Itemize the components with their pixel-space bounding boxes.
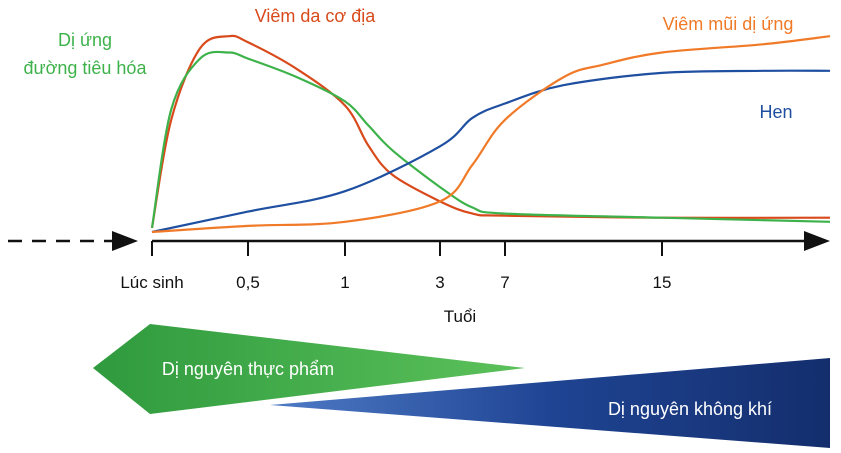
series-line-atopic-dermatitis <box>150 34 831 229</box>
airborne-allergen-label: Dị nguyên không khí <box>608 399 772 419</box>
series-label-atopic-dermatitis: Viêm da cơ địa <box>255 6 377 26</box>
series-line-asthma <box>151 69 831 234</box>
x-tick-label: Lúc sinh <box>120 273 183 292</box>
series-line-food-allergy <box>150 50 831 229</box>
series-curves <box>150 34 831 234</box>
x-tick-label: 7 <box>500 273 509 292</box>
x-axis-title: Tuổi <box>444 307 476 326</box>
x-tick-label: 15 <box>653 273 672 292</box>
food-allergen-band <box>93 324 525 414</box>
series-label-food-allergy-line1: Dị ứng <box>58 30 112 50</box>
series-label-food-allergy-line2: đường tiêu hóa <box>24 58 148 78</box>
x-tick-label: 0,5 <box>236 273 260 292</box>
x-ticks <box>151 241 663 256</box>
series-line-allergic-rhinitis <box>151 35 831 234</box>
food-allergen-label: Dị nguyên thực phẩm <box>162 359 334 379</box>
x-tick-labels: Lúc sinh 0,5 1 3 7 15 <box>120 273 671 292</box>
x-axis-arrowhead <box>804 231 830 251</box>
series-label-allergic-rhinitis: Viêm mũi dị ứng <box>663 14 794 34</box>
airborne-allergen-band <box>270 358 830 448</box>
series-label-asthma: Hen <box>759 102 792 122</box>
x-tick-label: 3 <box>435 273 444 292</box>
x-tick-label: 1 <box>340 273 349 292</box>
axis-lead-arrowhead <box>112 231 138 251</box>
